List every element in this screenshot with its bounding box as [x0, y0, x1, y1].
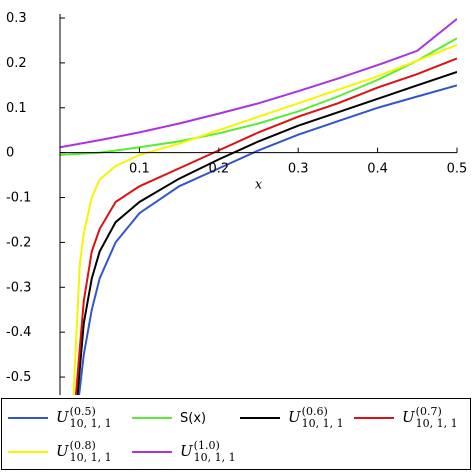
legend-item-u10: U (1.0) 10, 1, 1	[132, 437, 236, 467]
y-tick-label: -0.1	[6, 191, 31, 206]
legend-label-u06: U (0.6) 10, 1, 1	[288, 405, 344, 430]
x-tick-label: 0.3	[288, 162, 309, 177]
legend-swatch-u10	[132, 451, 172, 453]
legend-label-u07: U (0.7) 10, 1, 1	[402, 405, 458, 430]
series-line-u08	[72, 43, 457, 395]
x-tick-label: 0.5	[447, 162, 468, 177]
y-tick-label: -0.2	[6, 235, 31, 250]
x-tick-label: 0.1	[129, 162, 150, 177]
y-tick-label: 0.2	[6, 56, 27, 71]
series-line-u06	[76, 70, 457, 395]
y-tick-label: -0.3	[6, 280, 31, 295]
legend-label-s: S(x)	[180, 410, 207, 426]
legend-swatch-u07	[354, 417, 394, 419]
legend-item-u06: U (0.6) 10, 1, 1	[240, 403, 344, 433]
y-tick-label: -0.4	[6, 325, 31, 340]
y-tick-label: 0.3	[6, 11, 27, 26]
y-tick-label: 0.1	[6, 101, 27, 116]
legend-item-u08: U (0.8) 10, 1, 1	[8, 437, 112, 467]
line-chart: 0.1 0.2 0.3 0.4 0.5 0.3 0.2 0.1 0 -0.1 -0.2 -0.3 -0.…	[6, 11, 468, 395]
x-axis-label: x	[255, 178, 263, 193]
x-tick-label: 0.2	[208, 162, 229, 177]
series-line-u07	[74, 57, 457, 395]
legend-item-s: S(x)	[132, 403, 206, 433]
legend-label-u10: U (1.0) 10, 1, 1	[180, 439, 236, 464]
series-line-u05	[78, 84, 457, 395]
legend-label-u08: U (0.8) 10, 1, 1	[56, 439, 112, 464]
x-tick-label: 0.4	[367, 162, 388, 177]
legend-swatch-u06	[240, 417, 280, 419]
legend-item-u07: U (0.7) 10, 1, 1	[354, 403, 458, 433]
legend-swatch-s	[132, 417, 172, 419]
legend-swatch-u05	[8, 417, 48, 419]
legend: U (0.5) 10, 1, 1 S(x) U (0.6) 10, 1, 1 U (0.7…	[1, 398, 471, 470]
series-line-s	[60, 37, 457, 156]
y-tick-label: 0	[6, 146, 14, 161]
legend-item-u05: U (0.5) 10, 1, 1	[8, 403, 112, 433]
legend-swatch-u08	[8, 451, 48, 453]
legend-label-u05: U (0.5) 10, 1, 1	[56, 405, 112, 430]
series-line-u10	[60, 18, 457, 149]
y-tick-label: -0.5	[6, 370, 31, 385]
